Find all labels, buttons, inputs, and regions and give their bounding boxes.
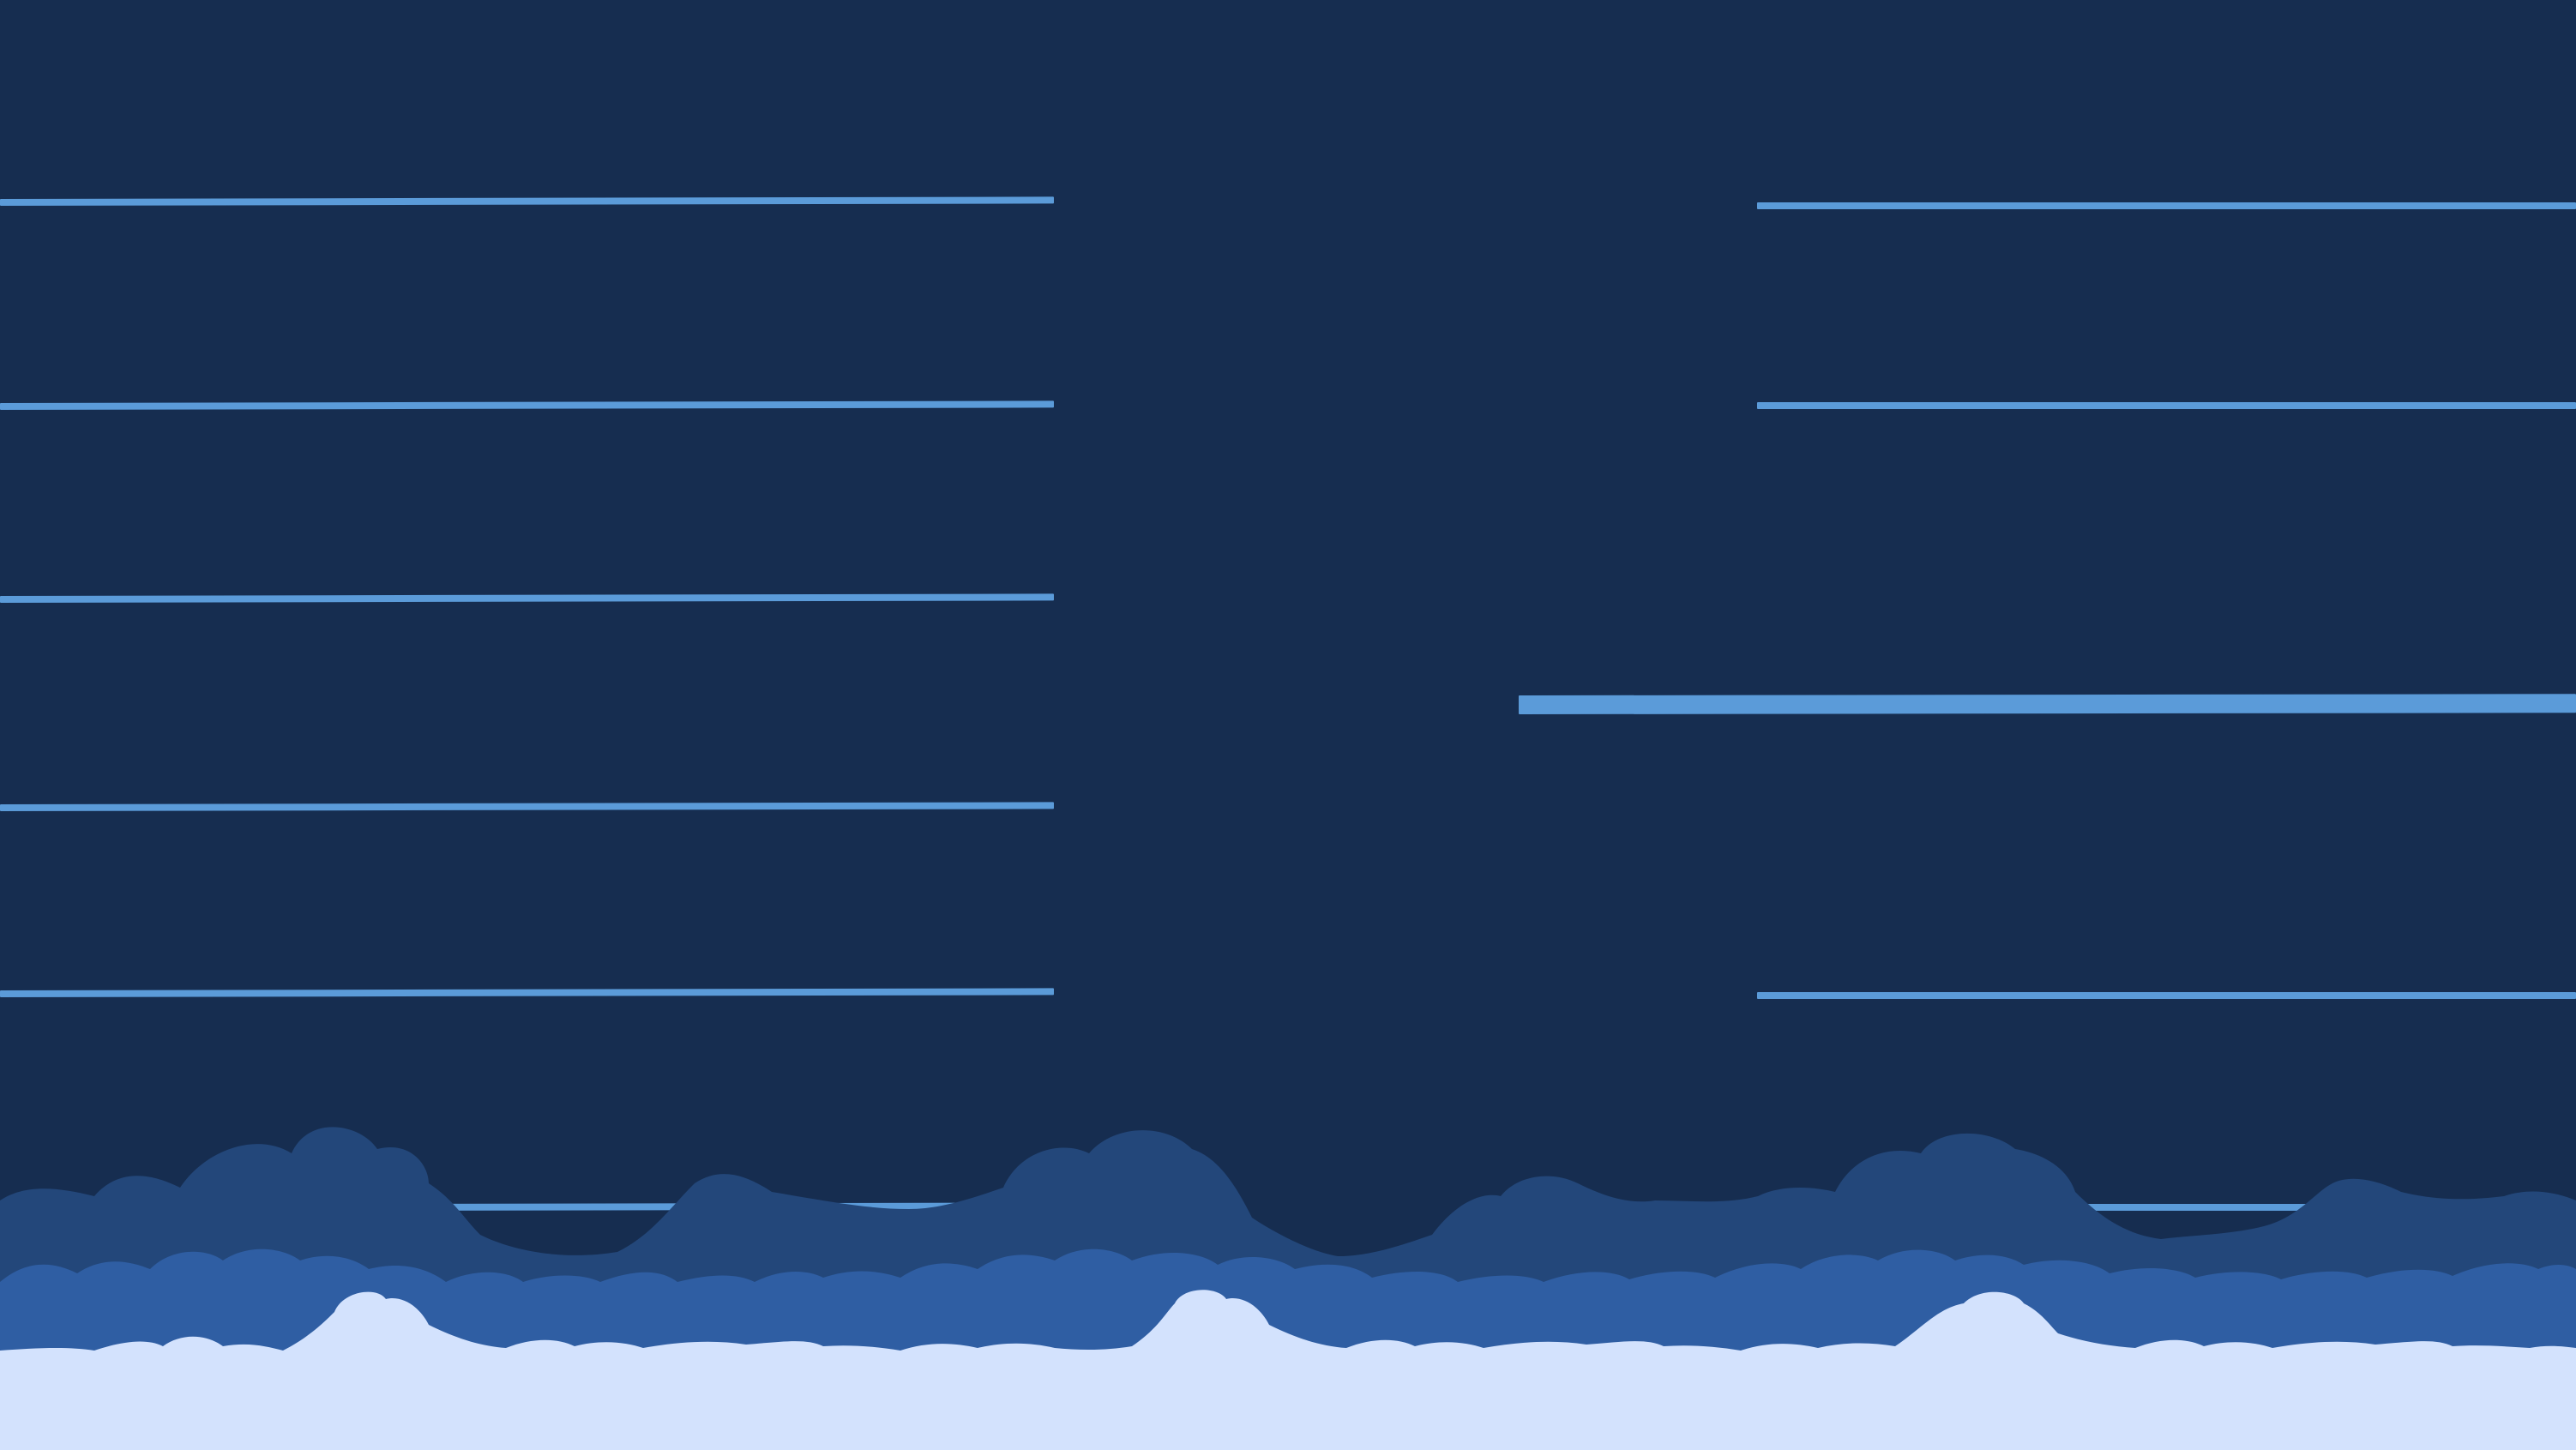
platform-right-1 <box>1757 202 2576 209</box>
cloud-layer-front <box>0 1290 2576 1450</box>
platform-right-4 <box>1757 992 2576 999</box>
platform-right-2 <box>1757 402 2576 409</box>
platform-right-5 <box>1757 1204 2576 1211</box>
